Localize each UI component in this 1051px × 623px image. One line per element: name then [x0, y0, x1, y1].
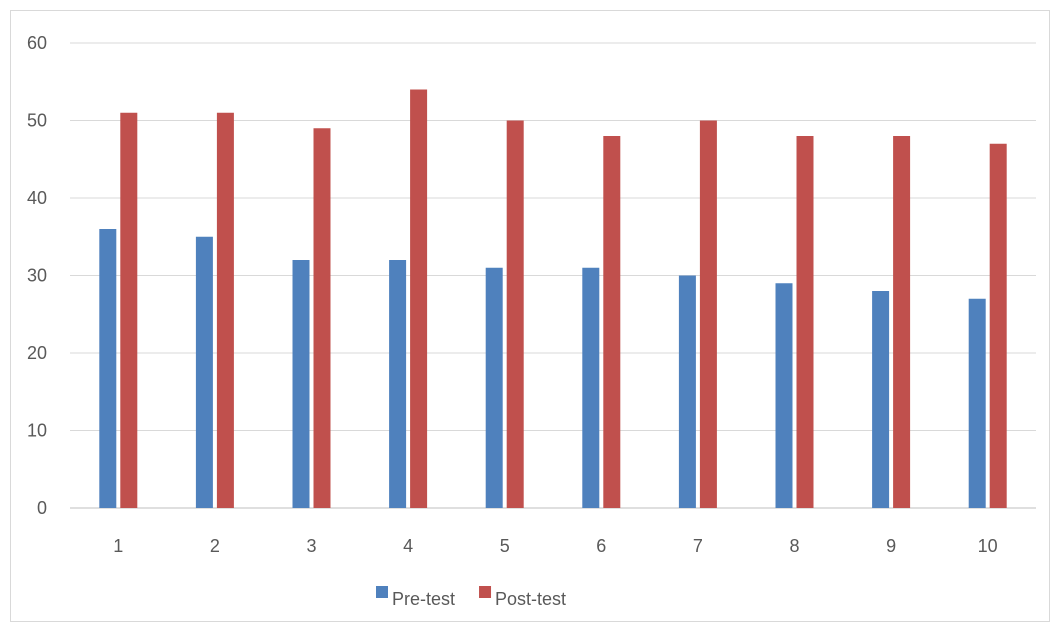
y-tick-label: 50	[27, 111, 47, 131]
bar-pre-test-4	[389, 260, 407, 508]
x-tick-label: 7	[693, 536, 703, 556]
bar-pre-test-10	[968, 298, 986, 508]
bar-pre-test-8	[775, 283, 793, 508]
bar-pre-test-5	[485, 267, 503, 508]
bar-pre-test-1	[99, 229, 117, 508]
bar-post-test-9	[893, 136, 911, 508]
y-tick-label: 30	[27, 266, 47, 286]
legend-swatch	[479, 586, 492, 598]
x-tick-label: 6	[596, 536, 606, 556]
x-tick-label: 5	[500, 536, 510, 556]
y-tick-label: 60	[27, 33, 47, 53]
y-tick-label: 0	[37, 498, 47, 518]
y-tick-label: 40	[27, 188, 47, 208]
bar-pre-test-2	[195, 236, 213, 508]
gridlines	[70, 42, 1036, 509]
x-tick-label: 8	[789, 536, 799, 556]
bar-post-test-1	[120, 112, 138, 508]
y-axis-ticks: 0 10 20 30 40 50 60	[27, 33, 47, 518]
bar-pre-test-6	[582, 267, 600, 508]
x-tick-label: 4	[403, 536, 413, 556]
bar-pre-test-7	[678, 275, 696, 508]
bar-post-test-7	[699, 120, 717, 508]
bar-pre-test-3	[292, 260, 310, 508]
bar-post-test-4	[410, 89, 428, 508]
bar-post-test-3	[313, 128, 331, 508]
bars	[99, 89, 1007, 508]
x-tick-label: 1	[113, 536, 123, 556]
x-tick-label: 2	[210, 536, 220, 556]
y-tick-label: 10	[27, 421, 47, 441]
bar-pre-test-9	[872, 291, 890, 508]
legend: Pre-test Post-test	[376, 586, 566, 609]
bar-post-test-6	[603, 136, 621, 508]
legend-label: Post-test	[495, 589, 566, 609]
x-tick-label: 10	[978, 536, 998, 556]
x-axis-ticks: 1 2 3 4 5 6 7 8 9 10	[113, 536, 997, 556]
y-tick-label: 20	[27, 343, 47, 363]
bar-post-test-5	[506, 120, 524, 508]
x-tick-label: 9	[886, 536, 896, 556]
bar-post-test-2	[216, 112, 234, 508]
bar-post-test-10	[989, 143, 1007, 508]
bar-post-test-8	[796, 136, 814, 508]
legend-label: Pre-test	[392, 589, 455, 609]
legend-swatch	[376, 586, 388, 598]
x-tick-label: 3	[306, 536, 316, 556]
